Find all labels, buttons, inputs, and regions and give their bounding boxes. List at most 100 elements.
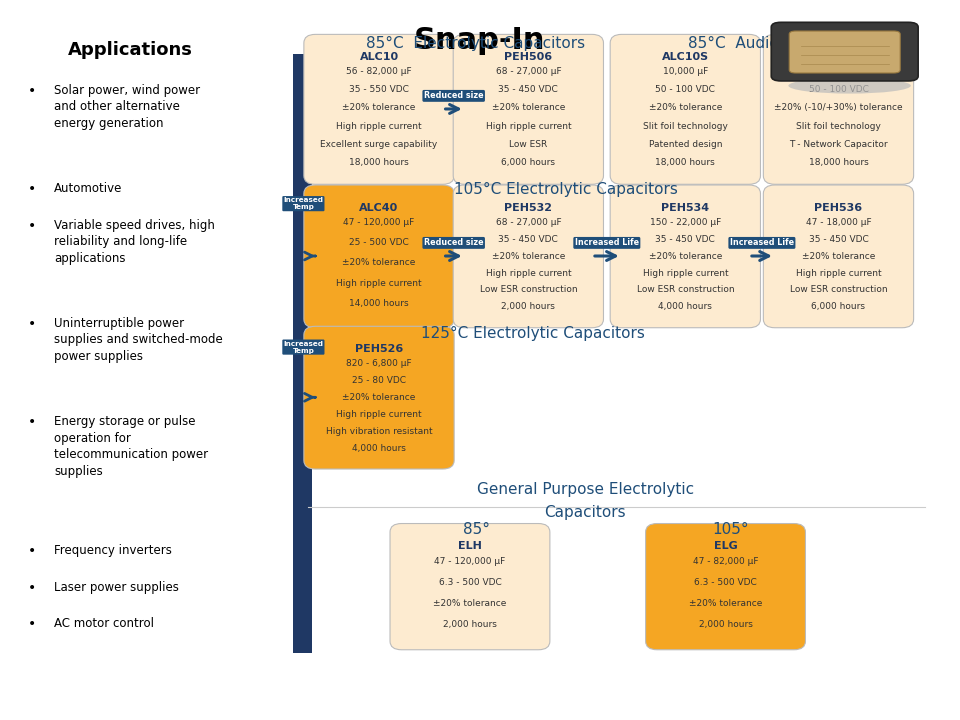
- FancyBboxPatch shape: [390, 523, 550, 649]
- FancyBboxPatch shape: [453, 185, 604, 328]
- Text: 18,000 hours: 18,000 hours: [808, 158, 869, 166]
- Text: ±20% tolerance: ±20% tolerance: [689, 599, 762, 608]
- Text: Automotive: Automotive: [54, 182, 123, 195]
- Ellipse shape: [788, 78, 911, 94]
- Text: 56 - 82,000 μF: 56 - 82,000 μF: [347, 68, 412, 76]
- FancyBboxPatch shape: [771, 22, 918, 81]
- Text: Increased Life: Increased Life: [730, 238, 794, 248]
- Text: ELH: ELH: [458, 541, 482, 552]
- Text: 18,000 hours: 18,000 hours: [349, 158, 409, 166]
- Text: 68 - 27,000 μF: 68 - 27,000 μF: [495, 218, 562, 227]
- Text: Solar power, wind power
and other alternative
energy generation: Solar power, wind power and other altern…: [54, 84, 201, 130]
- Text: 14,000 hours: 14,000 hours: [349, 299, 409, 308]
- Text: 35 - 550 VDC: 35 - 550 VDC: [349, 86, 409, 94]
- Text: High ripple current: High ripple current: [486, 269, 571, 277]
- Text: 25 - 80 VDC: 25 - 80 VDC: [352, 376, 406, 385]
- Text: Slit foil technology: Slit foil technology: [643, 122, 728, 130]
- Text: 2,000 hours: 2,000 hours: [699, 620, 753, 629]
- Text: •: •: [28, 84, 36, 98]
- Text: 50 - 100 VDC: 50 - 100 VDC: [656, 86, 715, 94]
- Text: PEH526: PEH526: [355, 344, 403, 354]
- Text: 35 - 450 VDC: 35 - 450 VDC: [808, 235, 869, 244]
- Text: Increased Life: Increased Life: [575, 238, 639, 248]
- Text: 10,000 μF: 10,000 μF: [816, 68, 861, 76]
- FancyBboxPatch shape: [294, 54, 313, 652]
- Text: 47 - 120,000 μF: 47 - 120,000 μF: [434, 557, 506, 565]
- Text: 35 - 450 VDC: 35 - 450 VDC: [498, 86, 558, 94]
- Text: AC motor control: AC motor control: [54, 618, 154, 631]
- Text: Low ESR construction: Low ESR construction: [790, 285, 887, 294]
- Text: Patented design: Patented design: [649, 140, 722, 148]
- Text: Uninterruptible power
supplies and switched-mode
power supplies: Uninterruptible power supplies and switc…: [54, 317, 223, 363]
- Text: •: •: [28, 581, 36, 595]
- Text: Applications: Applications: [68, 41, 193, 59]
- Text: 50 - 100 VDC: 50 - 100 VDC: [808, 86, 869, 94]
- Text: Slit foil technology: Slit foil technology: [796, 122, 881, 130]
- Text: Low ESR construction: Low ESR construction: [636, 285, 734, 294]
- FancyBboxPatch shape: [763, 185, 914, 328]
- Text: Reduced size: Reduced size: [424, 238, 484, 248]
- Text: General Purpose Electrolytic: General Purpose Electrolytic: [477, 482, 694, 497]
- Text: High vibration resistant: High vibration resistant: [325, 427, 432, 436]
- Text: Increased
Temp: Increased Temp: [283, 341, 324, 354]
- Text: Low ESR construction: Low ESR construction: [480, 285, 577, 294]
- Text: 35 - 450 VDC: 35 - 450 VDC: [656, 235, 715, 244]
- Text: •: •: [28, 415, 36, 429]
- Text: 2,000 hours: 2,000 hours: [443, 620, 497, 629]
- Text: •: •: [28, 544, 36, 558]
- FancyBboxPatch shape: [611, 35, 760, 184]
- FancyBboxPatch shape: [304, 326, 454, 469]
- Text: Energy storage or pulse
operation for
telecommunication power
supplies: Energy storage or pulse operation for te…: [54, 415, 208, 478]
- Text: Frequency inverters: Frequency inverters: [54, 544, 172, 557]
- Text: High ripple current: High ripple current: [642, 269, 728, 277]
- Text: 820 - 6,800 μF: 820 - 6,800 μF: [347, 359, 412, 369]
- Text: PEH506: PEH506: [504, 53, 552, 63]
- Text: Excellent surge capability: Excellent surge capability: [321, 140, 438, 148]
- Text: 10,000 μF: 10,000 μF: [662, 68, 708, 76]
- Text: ±20% tolerance: ±20% tolerance: [433, 599, 507, 608]
- Text: ±20% tolerance: ±20% tolerance: [343, 258, 416, 267]
- Text: Reduced size: Reduced size: [424, 91, 484, 100]
- Text: ELG: ELG: [713, 541, 737, 552]
- Text: •: •: [28, 182, 36, 196]
- FancyBboxPatch shape: [304, 185, 454, 328]
- Text: 47 - 120,000 μF: 47 - 120,000 μF: [344, 218, 415, 227]
- Text: Laser power supplies: Laser power supplies: [54, 581, 179, 594]
- FancyBboxPatch shape: [645, 523, 805, 649]
- Text: 47 - 82,000 μF: 47 - 82,000 μF: [693, 557, 758, 565]
- Text: 105°: 105°: [712, 522, 749, 537]
- Text: ±20% tolerance: ±20% tolerance: [343, 393, 416, 402]
- Text: •: •: [28, 317, 36, 331]
- Text: 150 - 22,000 μF: 150 - 22,000 μF: [650, 218, 721, 227]
- Text: 6,000 hours: 6,000 hours: [501, 158, 555, 166]
- Text: T - Network Capacitor: T - Network Capacitor: [789, 140, 888, 148]
- Text: ±20% tolerance: ±20% tolerance: [649, 104, 722, 112]
- Text: •: •: [28, 618, 36, 631]
- Text: ±20% (-10/+30%) tolerance: ±20% (-10/+30%) tolerance: [774, 104, 902, 112]
- Text: 6.3 - 500 VDC: 6.3 - 500 VDC: [439, 577, 501, 587]
- Text: 68 - 27,000 μF: 68 - 27,000 μF: [495, 68, 562, 76]
- Text: 85°: 85°: [463, 522, 490, 537]
- Text: ALC10S: ALC10S: [661, 53, 708, 63]
- Text: ALN20S: ALN20S: [814, 53, 863, 63]
- Text: Capacitors: Capacitors: [544, 505, 626, 520]
- Text: 25 - 500 VDC: 25 - 500 VDC: [349, 238, 409, 247]
- Text: •: •: [28, 219, 36, 233]
- Text: High ripple current: High ripple current: [486, 122, 571, 130]
- FancyBboxPatch shape: [453, 35, 604, 184]
- Text: 4,000 hours: 4,000 hours: [352, 444, 406, 453]
- Text: PEH534: PEH534: [661, 203, 709, 213]
- Text: 85°C  Electrolytic Capacitors: 85°C Electrolytic Capacitors: [366, 36, 585, 51]
- Text: ±20% tolerance: ±20% tolerance: [492, 252, 565, 261]
- Text: Snap-In: Snap-In: [415, 27, 545, 55]
- FancyBboxPatch shape: [304, 35, 454, 184]
- FancyBboxPatch shape: [763, 35, 914, 184]
- Text: ±20% tolerance: ±20% tolerance: [649, 252, 722, 261]
- Text: ±20% tolerance: ±20% tolerance: [492, 104, 565, 112]
- Text: 6,000 hours: 6,000 hours: [811, 302, 866, 311]
- Text: ±20% tolerance: ±20% tolerance: [802, 252, 876, 261]
- Text: ALC10: ALC10: [359, 53, 398, 63]
- FancyBboxPatch shape: [789, 31, 900, 73]
- Text: 105°C Electrolytic Capacitors: 105°C Electrolytic Capacitors: [454, 182, 678, 197]
- Text: PEH532: PEH532: [504, 203, 552, 213]
